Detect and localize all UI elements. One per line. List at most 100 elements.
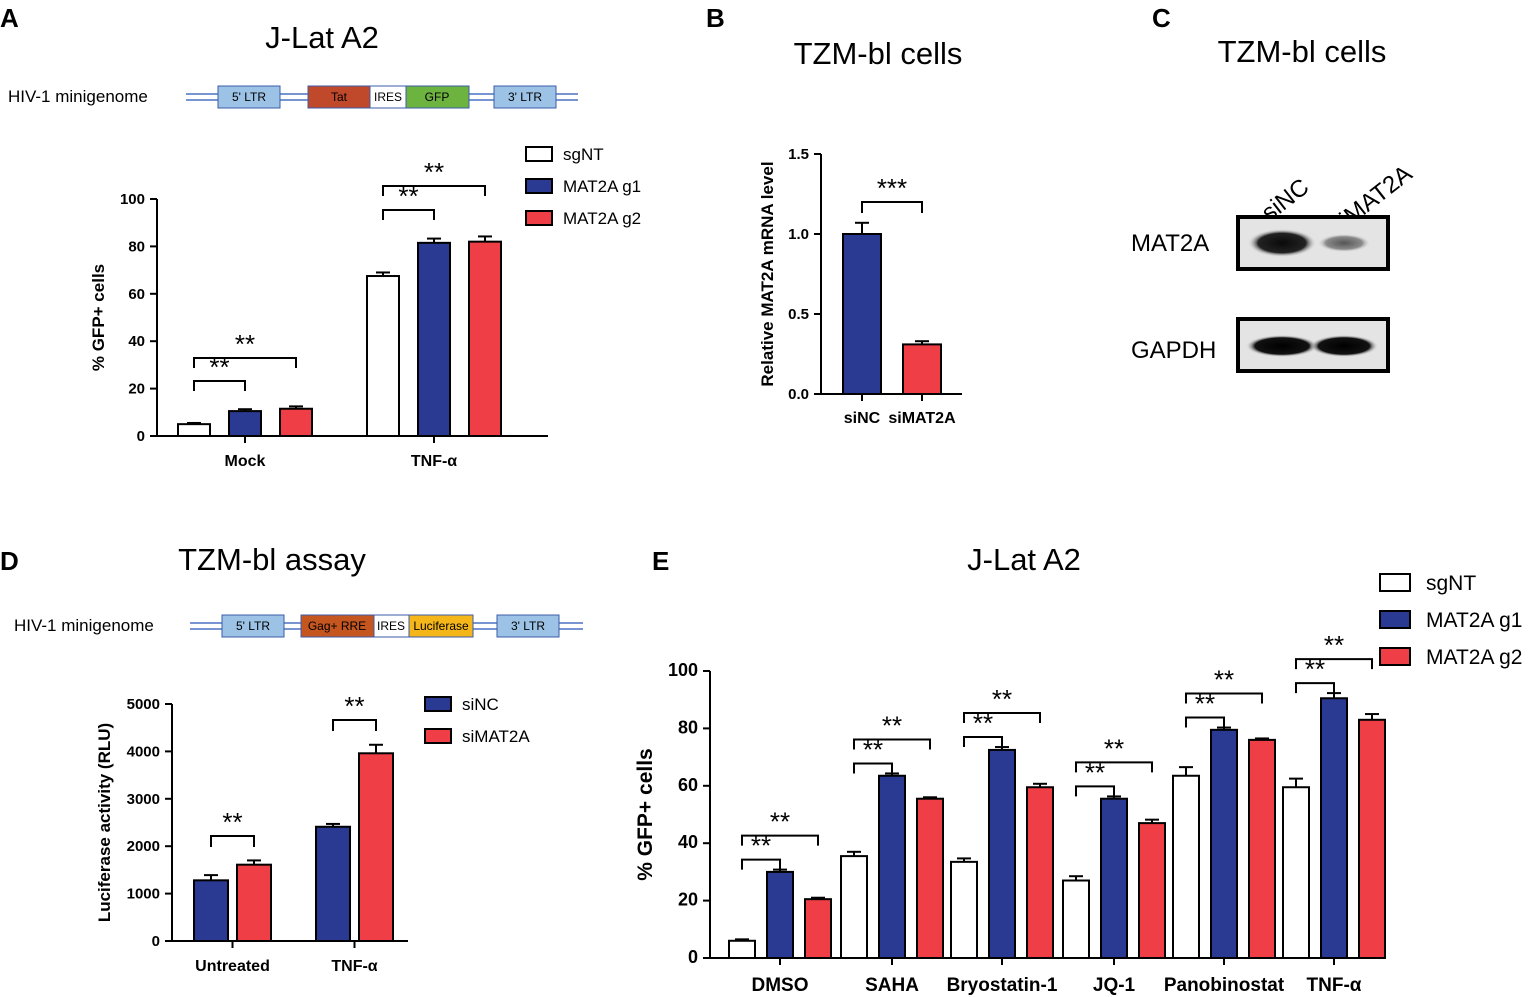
chart-b-category-label: siNC [844,410,881,427]
band-mat2a-simat2a [1318,234,1370,252]
panel-label-d: D [0,546,19,576]
chart-d-legend-label: siMAT2A [462,727,530,746]
chart-d-legend-swatch [424,696,452,712]
chart-b: 0.0 0.5 1.0 1.5 Relative MAT2A mRNA level siN… [758,146,962,427]
chart-e-legend-label: MAT2A g2 [1426,646,1523,669]
chart-e-sig-stars: ** [1104,733,1124,763]
ltr5-label-d: 5' LTR [236,619,270,633]
chart-e-bar [728,939,756,960]
chart-e-bar [988,748,1016,959]
chart-a-sig-stars: ** [424,157,444,187]
chart-d-ytick-label: 5000 [127,696,160,713]
chart-b-y-label: Relative MAT2A mRNA level [758,161,777,386]
panel-label-b: B [706,3,725,33]
chart-e-sig-stars: ** [770,807,790,837]
ltr3-box-d [496,614,560,638]
chart-e-sig-bracket [1185,716,1225,728]
chart-e-sig-bracket [1295,682,1335,694]
chart-e-bar [1282,786,1310,959]
panel-c-title: TZM-bl cells [1218,34,1387,69]
chart-a-legend-label: MAT2A g1 [563,177,641,196]
chart-e-category-label: Panobinostat [1164,975,1285,996]
chart-e-bar [1026,786,1054,959]
chart-a-sig-bracket [382,185,486,196]
chart-e-ytick-label: 40 [678,832,698,852]
chart-d-ytick-label: 1000 [127,886,160,903]
ires-label-d: IRES [377,619,405,633]
chart-e-sig-bracket [1295,658,1373,670]
chart-e-sig-stars: ** [1305,654,1325,684]
chart-e: 0 20 40 60 80 100 % GFP+ cells DMSO SAHA Bryostat… [634,572,1523,996]
chart-b-ytick-label: 0.0 [788,386,809,403]
chart-e-sig-bracket [741,858,781,870]
chart-e-sig-stars: ** [1324,630,1344,660]
chart-e-sig-stars: ** [973,708,993,738]
chart-d-bar [193,879,229,943]
chart-a-legend-label: sgNT [563,145,604,164]
chart-e-bar [878,774,906,959]
luciferase-label: Luciferase [413,619,469,633]
chart-d-ytick-label: 2000 [127,838,160,855]
chart-a-sig-bracket [193,380,246,391]
chart-e-bar [1172,774,1200,959]
chart-a-sig-stars: ** [209,352,229,382]
chart-e-ytick-label: 20 [678,890,698,910]
chart-a-ytick-label: 80 [128,238,145,255]
chart-e-category-label: SAHA [865,975,919,996]
panel-e-title: J-Lat A2 [967,542,1081,577]
chart-a-sig-stars: ** [235,329,255,359]
chart-d-bar [236,863,272,942]
chart-d-sig-stars: ** [344,691,364,721]
chart-b-bar [902,343,942,395]
gfp-box [405,85,470,109]
chart-e-bar [950,860,978,959]
chart-d-sig-bracket [332,719,377,731]
panel-a-title: J-Lat A2 [265,20,379,55]
chart-e-ytick-label: 80 [678,717,698,737]
chart-d-category-label: TNF-α [331,958,377,975]
ltr5-box-d [221,614,285,638]
chart-e-legend-label: sgNT [1426,572,1476,595]
ltr5-box-a [217,85,281,109]
chart-d-legend-label: siNC [462,695,499,714]
chart-e-sig-bracket [853,762,893,774]
chart-a-ytick-label: 40 [128,333,145,350]
chart-e-bar [916,797,944,960]
panel-label-e: E [652,546,669,576]
chart-a-ytick-label: 100 [120,191,145,208]
chart-a-legend-swatch [525,178,553,194]
chart-e-sig-stars: ** [751,831,771,861]
chart-e-legend-swatch [1379,610,1411,629]
chart-e-sig-bracket [1185,692,1263,704]
minigenome-a-label: HIV-1 minigenome [8,87,148,106]
band-mat2a-sinc [1248,229,1316,257]
ltr3-box-a [493,85,557,109]
chart-a-category-label: Mock [225,453,266,470]
chart-e-sig-bracket [741,834,819,846]
chart-e-y-label: % GFP+ cells [634,748,657,880]
chart-a-legend-label: MAT2A g2 [563,209,641,228]
chart-a-bar [228,410,262,437]
chart-a-sig-bracket [193,357,297,368]
chart-a-sig-bracket [382,209,435,220]
tat-label: Tat [331,90,348,104]
chart-e-sig-stars: ** [1085,757,1105,787]
chart-a-bar [468,240,502,437]
chart-d-ytick-label: 3000 [127,791,160,808]
chart-a-category-label: TNF-α [411,453,457,470]
chart-e-bar [804,898,832,959]
chart-a-bar [366,275,400,437]
western-blot: siNC siMAT2A MAT2A GAPDH [1131,160,1417,373]
chart-d-category-label: Untreated [195,958,270,975]
chart-b-category-label: siMAT2A [888,410,956,427]
chart-d: 0 1000 2000 3000 4000 5000 Luciferase activity… [95,691,530,975]
chart-d-ytick-label: 4000 [127,743,160,760]
chart-e-sig-bracket [853,738,931,750]
band-gapdh-sinc [1246,335,1318,357]
panel-label-c: C [1152,3,1171,33]
chart-e-category-label: DMSO [752,975,809,996]
chart-e-category-label: JQ-1 [1093,975,1136,996]
chart-a-sig-stars: ** [398,181,418,211]
ltr5-label-a: 5' LTR [232,90,266,104]
ltr3-label-d: 3' LTR [511,619,545,633]
